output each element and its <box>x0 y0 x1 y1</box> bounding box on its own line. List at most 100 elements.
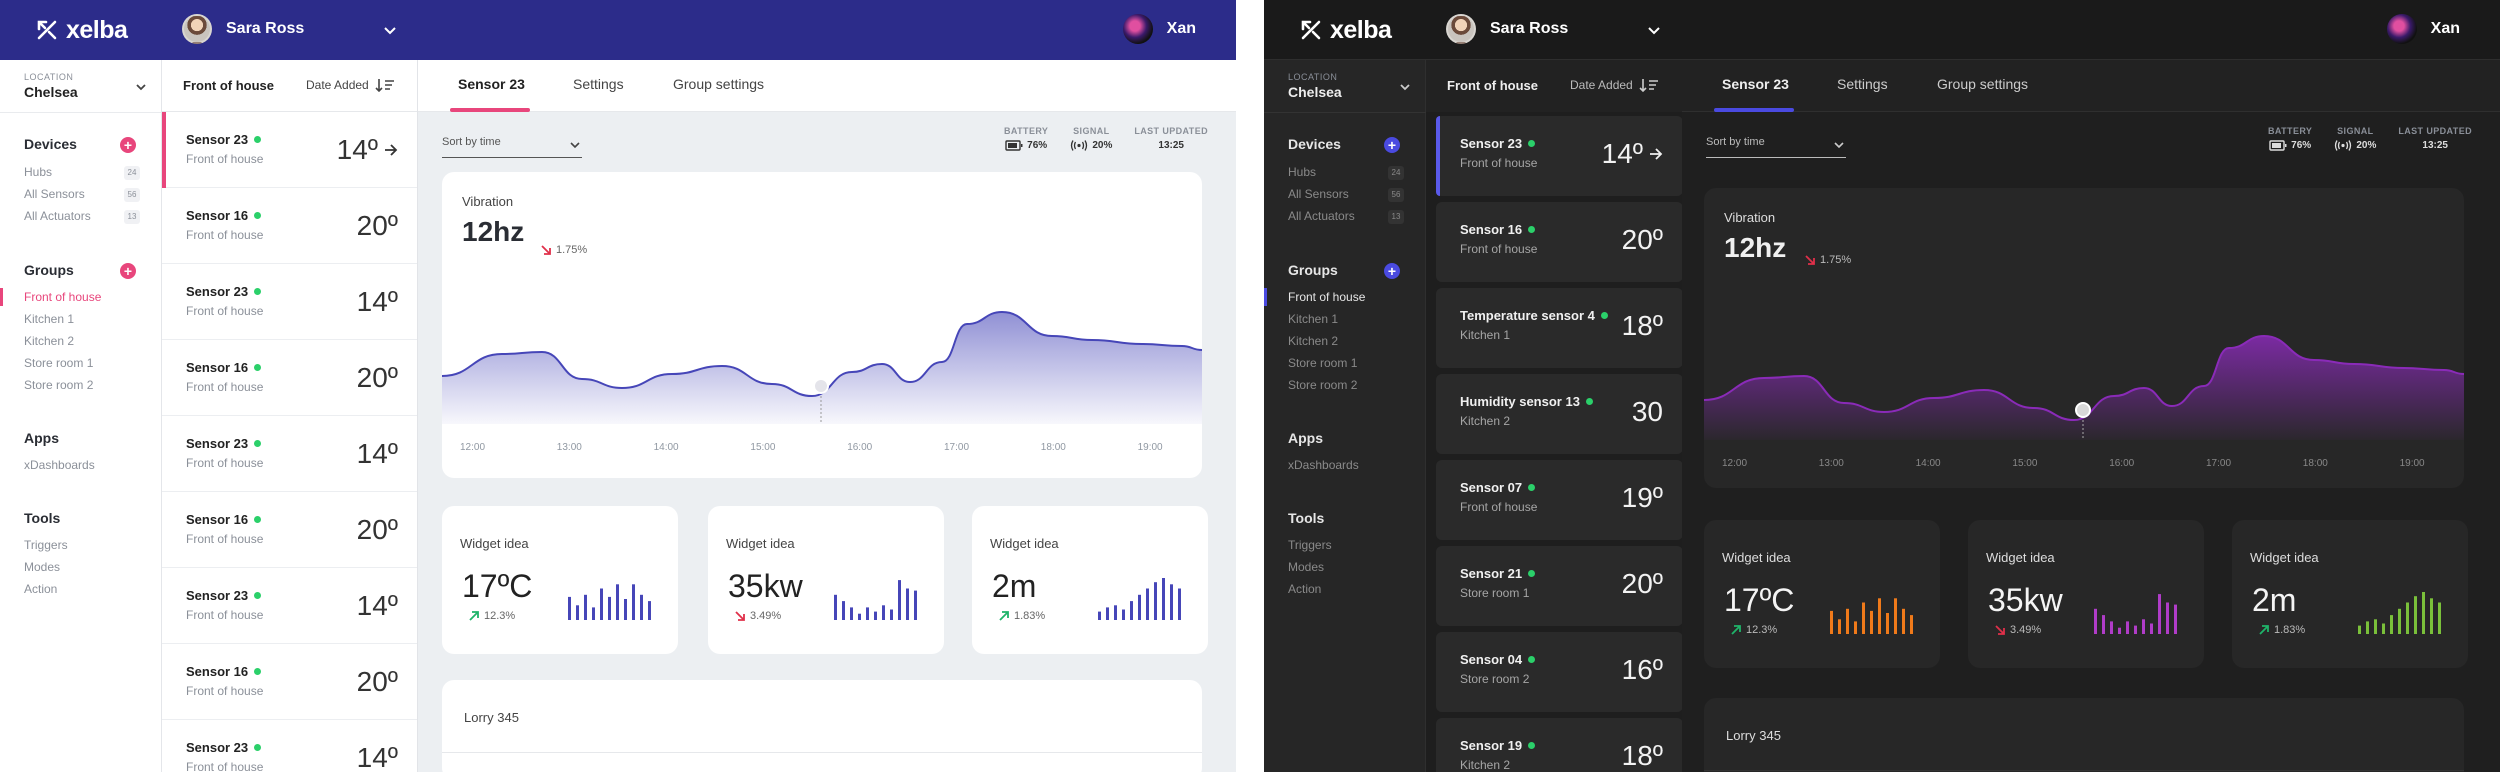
vibration-chart[interactable] <box>1704 328 2464 440</box>
sidebar-item-kitchen-1[interactable]: Kitchen 1 <box>1288 312 1339 326</box>
signal-label: SIGNAL <box>1073 126 1110 136</box>
item-location: Front of house <box>186 304 264 318</box>
list-item[interactable]: Sensor 23 Front of house 14º <box>162 112 417 188</box>
chevron-down-icon[interactable] <box>1398 80 1412 94</box>
sidebar-section-devices[interactable]: Devices <box>1288 136 1341 152</box>
sort-by-select[interactable]: Sort by time <box>442 136 582 158</box>
tab-group-settings[interactable]: Group settings <box>673 76 765 92</box>
location-selector[interactable]: LOCATION Chelsea <box>1288 72 1342 100</box>
sidebar-item-store-room-1[interactable]: Store room 1 <box>24 356 94 370</box>
secondary-user[interactable]: Xan <box>2386 14 2460 44</box>
widget-card[interactable]: Widget idea 17ºC 12.3% <box>442 506 678 654</box>
chart-cursor-handle[interactable] <box>813 378 829 394</box>
chevron-down-icon[interactable] <box>382 22 398 38</box>
list-item[interactable]: Sensor 07 Front of house 19º <box>1436 460 1682 540</box>
user-menu[interactable]: Sara Ross <box>1446 14 1568 44</box>
sidebar-item-all-sensors[interactable]: All Sensors <box>24 187 85 201</box>
sidebar-section-groups[interactable]: Groups <box>24 262 74 278</box>
sidebar-item-store-room-2[interactable]: Store room 2 <box>1288 378 1358 392</box>
chevron-down-icon[interactable] <box>134 80 148 94</box>
sidebar-item-all-actuators[interactable]: All Actuators <box>1288 209 1355 223</box>
tab-settings[interactable]: Settings <box>1837 76 1888 92</box>
x-tick-label: 13:00 <box>1818 458 1844 469</box>
list-item[interactable]: Sensor 16 Front of house 20º <box>162 188 417 264</box>
secondary-user[interactable]: Xan <box>1122 14 1196 44</box>
tab-group-settings[interactable]: Group settings <box>1937 76 2029 92</box>
sidebar-item-kitchen-2[interactable]: Kitchen 2 <box>1288 334 1339 348</box>
brand-logo[interactable]: xelba <box>1300 16 1392 44</box>
sidebar-item-action[interactable]: Action <box>1288 582 1322 596</box>
item-name: Sensor 19 <box>1460 738 1536 753</box>
sidebar-item-front-of-house[interactable]: Front of house <box>1288 290 1366 304</box>
user-name: Sara Ross <box>1490 20 1569 37</box>
list-item[interactable]: Sensor 21 Store room 1 20º <box>1436 546 1682 626</box>
sort-by-select[interactable]: Sort by time <box>1706 136 1846 158</box>
sort-button[interactable]: Date Added <box>306 78 395 92</box>
list-item[interactable]: Sensor 16 Front of house 20º <box>162 340 417 416</box>
brand-logo[interactable]: xelba <box>36 16 128 44</box>
sidebar-item-front-of-house[interactable]: Front of house <box>24 290 102 304</box>
widget-bar <box>2150 623 2153 634</box>
sort-button[interactable]: Date Added <box>1570 78 1659 92</box>
sidebar-item-modes[interactable]: Modes <box>24 560 61 574</box>
sidebar-item-hubs[interactable]: Hubs <box>24 165 53 179</box>
widget-bar <box>1894 598 1897 634</box>
sidebar-item-kitchen-2[interactable]: Kitchen 2 <box>24 334 75 348</box>
list-item[interactable]: Humidity sensor 13 Kitchen 2 30 <box>1436 374 1682 454</box>
vibration-chart[interactable] <box>442 304 1202 424</box>
sidebar-section-tools[interactable]: Tools <box>1288 510 1325 526</box>
add-group-button[interactable]: + <box>120 263 136 279</box>
user-menu[interactable]: Sara Ross <box>182 14 304 44</box>
tab-sensor-23[interactable]: Sensor 23 <box>458 76 525 92</box>
sidebar-section-tools[interactable]: Tools <box>24 510 61 526</box>
list-item[interactable]: Sensor 23 Front of house 14º <box>162 416 417 492</box>
item-location: Front of house <box>186 608 264 622</box>
sidebar-item-kitchen-1[interactable]: Kitchen 1 <box>24 312 75 326</box>
tab-sensor-23[interactable]: Sensor 23 <box>1722 76 1789 92</box>
sort-by-value: Sort by time <box>1706 136 1765 148</box>
list-item[interactable]: Sensor 23 Front of house 14º <box>1436 116 1682 196</box>
list-item[interactable]: Sensor 16 Front of house 20º <box>162 492 417 568</box>
chevron-down-icon[interactable] <box>1646 22 1662 38</box>
add-group-button[interactable]: + <box>1384 263 1400 279</box>
widget-card[interactable]: Widget idea 35kw 3.49% <box>708 506 944 654</box>
list-item[interactable]: Sensor 23 Front of house 14º <box>162 568 417 644</box>
sidebar-item-xdashboards[interactable]: xDashboards <box>24 458 95 472</box>
arrow-up-right-icon <box>2259 625 2269 635</box>
sidebar-section-apps[interactable]: Apps <box>1288 430 1323 446</box>
sidebar-item-modes[interactable]: Modes <box>1288 560 1325 574</box>
widget-card[interactable]: Widget idea 35kw 3.49% <box>1968 520 2204 668</box>
chart-cursor-handle[interactable] <box>2075 402 2091 418</box>
list-item[interactable]: Sensor 23 Front of house 14º <box>162 720 417 772</box>
sidebar-section-devices[interactable]: Devices <box>24 136 77 152</box>
add-device-button[interactable]: + <box>120 137 136 153</box>
widget-bar <box>2174 604 2177 634</box>
item-value: 20º <box>1622 224 1663 256</box>
list-item[interactable]: Temperature sensor 4 Kitchen 1 18º <box>1436 288 1682 368</box>
sidebar-item-store-room-1[interactable]: Store room 1 <box>1288 356 1358 370</box>
tab-settings[interactable]: Settings <box>573 76 624 92</box>
item-value-text: 14º <box>356 438 398 469</box>
list-item[interactable]: Sensor 16 Front of house 20º <box>1436 202 1682 282</box>
sidebar-item-triggers[interactable]: Triggers <box>1288 538 1332 552</box>
add-device-button[interactable]: + <box>1384 137 1400 153</box>
list-item[interactable]: Sensor 16 Front of house 20º <box>162 644 417 720</box>
sidebar-item-triggers[interactable]: Triggers <box>24 538 68 552</box>
list-item[interactable]: Sensor 19 Kitchen 2 18º <box>1436 718 1682 772</box>
sidebar-item-hubs[interactable]: Hubs <box>1288 165 1317 179</box>
sidebar-item-store-room-2[interactable]: Store room 2 <box>24 378 94 392</box>
sidebar-item-all-actuators[interactable]: All Actuators <box>24 209 91 223</box>
sidebar-item-action[interactable]: Action <box>24 582 58 596</box>
sidebar-item-xdashboards[interactable]: xDashboards <box>1288 458 1359 472</box>
count-badge: 56 <box>124 188 140 202</box>
widget-card[interactable]: Widget idea 2m 1.83% <box>972 506 1208 654</box>
sidebar-item-all-sensors[interactable]: All Sensors <box>1288 187 1349 201</box>
sidebar-section-groups[interactable]: Groups <box>1288 262 1338 278</box>
list-item[interactable]: Sensor 23 Front of house 14º <box>162 264 417 340</box>
list-item[interactable]: Sensor 04 Store room 2 16º <box>1436 632 1682 712</box>
x-tick-label: 18:00 <box>2302 458 2328 469</box>
widget-card[interactable]: Widget idea 17ºC 12.3% <box>1704 520 1940 668</box>
widget-card[interactable]: Widget idea 2m 1.83% <box>2232 520 2468 668</box>
sidebar-section-apps[interactable]: Apps <box>24 430 59 446</box>
location-selector[interactable]: LOCATION Chelsea <box>24 72 78 100</box>
